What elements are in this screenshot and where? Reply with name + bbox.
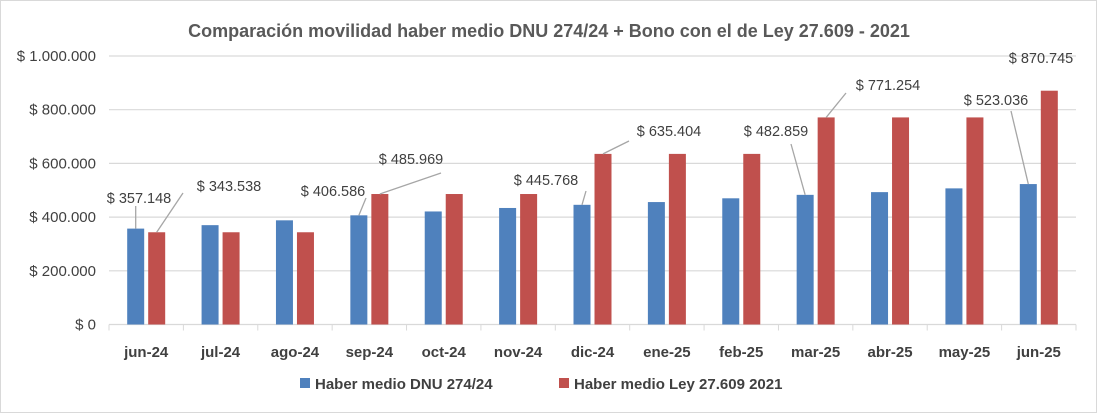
- y-tick-label: $ 400.000: [29, 209, 96, 226]
- y-tick-label: $ 1.000.000: [17, 48, 96, 65]
- bar-ley: [520, 194, 538, 325]
- data-label: $ 482.859: [744, 124, 809, 140]
- x-tick-label: nov-24: [494, 344, 543, 361]
- bar-ley: [892, 117, 910, 325]
- bar-ley: [371, 194, 389, 325]
- x-tick-label: ago-24: [271, 344, 320, 361]
- leader-line: [1010, 110, 1029, 185]
- y-tick-label: $ 600.000: [29, 155, 96, 172]
- bar-ley: [1040, 90, 1058, 325]
- legend-label-dnu: Haber medio DNU 274/24: [315, 376, 493, 393]
- leader-line: [358, 197, 367, 216]
- x-tick-label: ene-25: [643, 344, 691, 361]
- bar-dnu: [945, 188, 963, 325]
- data-label: $ 771.254: [856, 78, 921, 94]
- data-label: $ 485.969: [379, 152, 444, 168]
- data-label: $ 343.538: [197, 179, 262, 195]
- x-tick-label: oct-24: [422, 344, 467, 361]
- y-tick-label: $ 200.000: [29, 263, 96, 280]
- bar-dnu: [424, 211, 442, 325]
- data-label: $ 406.586: [301, 184, 366, 200]
- bar-dnu: [201, 225, 219, 325]
- chart-title: Comparación movilidad haber medio DNU 27…: [188, 21, 910, 41]
- leader-line: [156, 192, 184, 233]
- bar-dnu: [647, 202, 665, 325]
- legend: Haber medio DNU 274/24 Haber medio Ley 2…: [300, 376, 782, 393]
- bar-dnu: [1019, 184, 1037, 325]
- x-tick-label: feb-25: [719, 344, 763, 361]
- x-tick-label: abr-25: [868, 344, 913, 361]
- y-tick-label: $ 0: [75, 317, 96, 334]
- bar-ley: [148, 232, 166, 325]
- leader-line: [602, 140, 630, 155]
- data-label: $ 357.148: [107, 191, 172, 207]
- bar-dnu: [722, 198, 740, 325]
- data-label: $ 445.768: [514, 173, 579, 189]
- bar-dnu: [573, 204, 591, 325]
- x-tick-label: jun-24: [123, 344, 169, 361]
- bar-ley: [966, 117, 984, 325]
- x-tick-label: mar-25: [791, 344, 840, 361]
- bar-ley: [743, 153, 761, 325]
- legend-swatch-ley: [559, 378, 569, 388]
- bar-ley: [445, 194, 463, 325]
- x-tick-label: jul-24: [200, 344, 241, 361]
- bar-ley: [817, 117, 835, 325]
- bar-ley: [222, 232, 240, 325]
- bar-dnu: [350, 215, 368, 325]
- x-tick-label: jun-25: [1016, 344, 1061, 361]
- bar-dnu: [499, 207, 517, 325]
- x-tick-label: sep-24: [346, 344, 394, 361]
- x-tick-label: may-25: [939, 344, 991, 361]
- legend-swatch-dnu: [300, 378, 310, 388]
- leader-line: [825, 92, 847, 118]
- y-tick-label: $ 800.000: [29, 102, 96, 119]
- leader-line: [790, 143, 806, 196]
- data-label: $ 635.404: [637, 124, 702, 140]
- bar-dnu: [275, 220, 293, 325]
- bar-ley: [296, 232, 314, 325]
- bar-dnu: [796, 194, 814, 325]
- data-label: $ 870.745: [1009, 51, 1074, 67]
- x-tick-label: dic-24: [571, 344, 615, 361]
- bar-ley: [668, 153, 686, 325]
- bar-dnu: [127, 228, 145, 325]
- bar-ley: [594, 153, 612, 325]
- bar-dnu: [871, 192, 889, 325]
- leader-line: [581, 190, 587, 205]
- legend-label-ley: Haber medio Ley 27.609 2021: [574, 376, 782, 393]
- data-label: $ 523.036: [964, 93, 1029, 109]
- leader-line: [379, 172, 442, 195]
